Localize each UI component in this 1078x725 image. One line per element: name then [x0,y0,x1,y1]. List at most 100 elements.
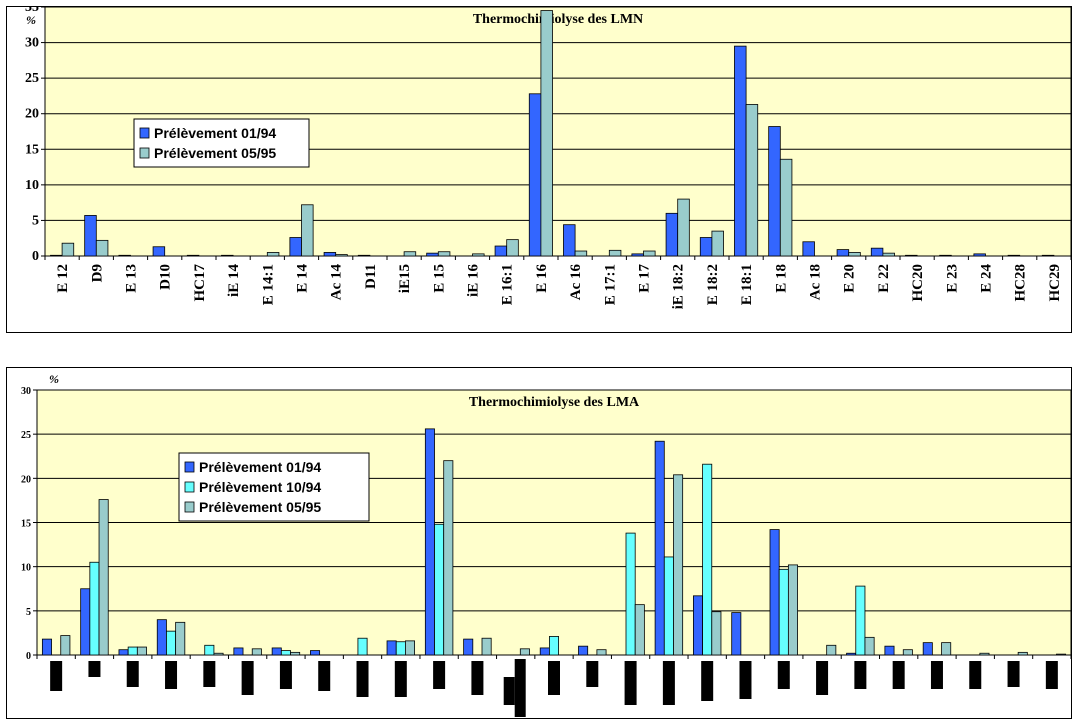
bar-2 [779,158,793,257]
category-label-mark [503,677,515,705]
bar-2 [778,568,789,656]
legend-label: Prélèvement 05/95 [199,499,321,515]
legend-label: Prélèvement 10/94 [199,479,321,495]
bar-3 [826,644,837,656]
bar-2 [663,556,674,656]
y-tick-label: 5 [26,607,31,618]
x-tick-label: iE 18:2 [671,264,687,309]
bar-2 [335,254,348,257]
bar-3 [60,635,71,656]
bar-1 [41,638,52,656]
chart-lmn: 0 5 10 15 20 25 30 35 Thermochimiolyse des LMN% E… [25,7,1071,309]
category-label-mark [471,661,484,695]
category-label-mark [969,661,982,689]
bar-3 [290,651,301,656]
bar-1 [1041,254,1055,257]
bar-1 [769,529,780,656]
x-tick-label: HC17 [192,264,208,302]
bar-3 [136,646,147,656]
bar-1 [578,645,589,656]
category-label-mark [514,659,526,717]
legend-swatch [139,147,150,159]
bar-2 [608,249,622,257]
x-tick-label: E 16 [534,264,550,293]
bar-3 [1056,653,1067,656]
category-label-mark [662,661,675,705]
bar-3 [634,604,645,656]
bar-1 [386,640,397,656]
bar-1 [463,638,474,656]
bar-1 [528,93,542,257]
bar-1 [870,247,884,257]
bar-2 [280,650,291,656]
bar-1 [357,254,371,257]
bar-1 [424,428,435,656]
x-tick-label: E 14:1 [260,264,276,305]
bar-2 [301,204,314,257]
category-label-mark [930,661,943,689]
chart-title: Thermochimiolyse des LMA [469,395,640,410]
category-label-mark [739,661,752,699]
x-tick-label: D10 [158,264,174,290]
bar-1 [271,647,282,656]
bar-1 [494,245,508,257]
bar-1 [426,252,439,257]
bar-3 [213,652,224,656]
bar-2 [702,463,713,656]
bar-3 [864,636,875,656]
legend-label: Prélèvement 01/94 [154,125,276,141]
y-tick-label: 5 [32,213,39,228]
category-label-mark [50,661,63,691]
bar-1 [665,212,679,257]
bar-1 [152,246,166,257]
bar-2 [127,646,138,656]
x-tick-label: HC20 [910,264,926,302]
bar-1 [973,253,986,257]
y-axis-label: % [26,13,36,27]
bar-2 [434,523,445,656]
bar-2 [745,104,759,257]
x-tick-label: E 18:2 [705,264,721,305]
x-tick-label: iE 14 [226,264,242,297]
x-tick-label: iE 16 [466,264,482,297]
bar-3 [711,611,722,656]
bar-1 [939,254,952,257]
x-tick-label: E 23 [944,264,960,293]
y-tick-label: 0 [26,651,31,662]
bar-3 [941,642,952,656]
bar-1 [884,645,895,656]
bar-2 [882,252,895,257]
bar-1 [692,595,703,656]
category-label-mark [1045,661,1058,689]
bar-1 [118,649,129,656]
category-label-mark [892,661,905,689]
legend-swatch [184,501,195,513]
y-tick-label: 0 [32,249,39,264]
legend-swatch [184,481,195,493]
category-label-mark [165,661,178,689]
category-label-mark [586,661,599,687]
bar-3 [673,474,684,656]
bar-1 [734,45,747,257]
bar-2 [625,532,636,656]
bar-3 [902,649,913,656]
y-tick-label: 30 [25,36,39,51]
legend-swatch [184,461,195,473]
bar-2 [95,239,109,257]
bar-3 [1017,651,1028,656]
x-tick-label: E 17:1 [602,264,618,305]
chart-lma: 0 5 10 15 20 25 30 Thermochimiolyse des LMA% Pré… [21,372,1071,717]
bar-1 [802,241,815,257]
chart-lma-panel: 0 5 10 15 20 25 30 Thermochimiolyse des LMA% Pré… [6,367,1072,719]
bar-1 [310,650,321,656]
bar-1 [289,237,302,257]
bar-1 [631,253,644,257]
chart-lmn-panel: 0 5 10 15 20 25 30 35 Thermochimiolyse des LMN% E… [6,6,1072,333]
bar-1 [186,254,200,257]
category-label-mark [279,661,292,689]
bar-1 [80,588,91,656]
bar-2 [643,250,656,257]
bar-2 [506,239,519,257]
y-tick-label: 25 [25,71,39,86]
bar-3 [519,648,530,656]
